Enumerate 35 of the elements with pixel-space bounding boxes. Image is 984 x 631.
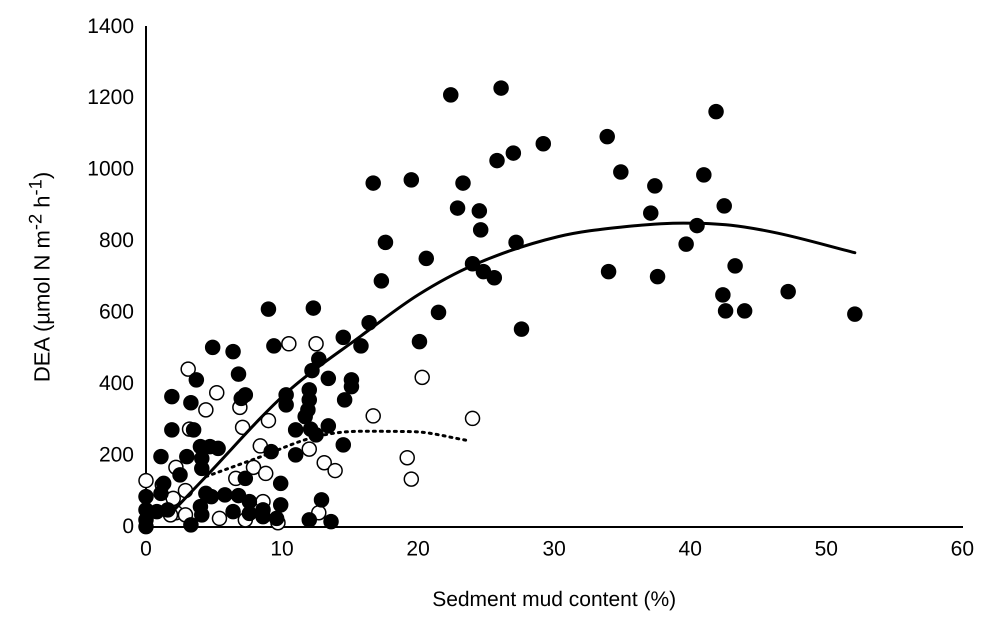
point: [198, 402, 214, 418]
y-tick-label: 200: [98, 443, 134, 466]
point: [234, 420, 250, 436]
y-tick-label: 600: [98, 300, 134, 324]
x-axis-title: Sedment mud content (%): [432, 588, 676, 612]
x-tick-label: 0: [140, 537, 152, 560]
point: [316, 454, 332, 470]
point: [365, 408, 381, 424]
point: [180, 361, 196, 377]
y-tick-label: 800: [98, 229, 134, 252]
point: [414, 370, 430, 386]
x-tick-label: 30: [542, 537, 566, 560]
point: [258, 466, 274, 482]
x-tick-label: 60: [950, 537, 974, 560]
point: [399, 450, 415, 466]
point: [252, 438, 268, 454]
x-tick-label: 10: [270, 537, 294, 560]
y-tick-label: 1400: [87, 14, 134, 38]
x-tick-label: 20: [406, 537, 430, 560]
point: [212, 510, 228, 526]
point: [308, 336, 324, 352]
point: [327, 462, 343, 478]
y-tick-label: 1000: [87, 158, 134, 181]
point: [260, 412, 276, 428]
y-tick-label: 1200: [87, 86, 134, 110]
point: [302, 441, 318, 457]
point: [281, 336, 297, 352]
point: [464, 410, 480, 426]
x-tick-label: 50: [814, 537, 838, 560]
y-tick-label: 0: [122, 514, 134, 538]
point: [138, 472, 154, 488]
point: [404, 471, 420, 487]
point: [209, 384, 224, 400]
x-tick-label: 40: [678, 537, 702, 560]
y-tick-label: 400: [98, 372, 134, 395]
